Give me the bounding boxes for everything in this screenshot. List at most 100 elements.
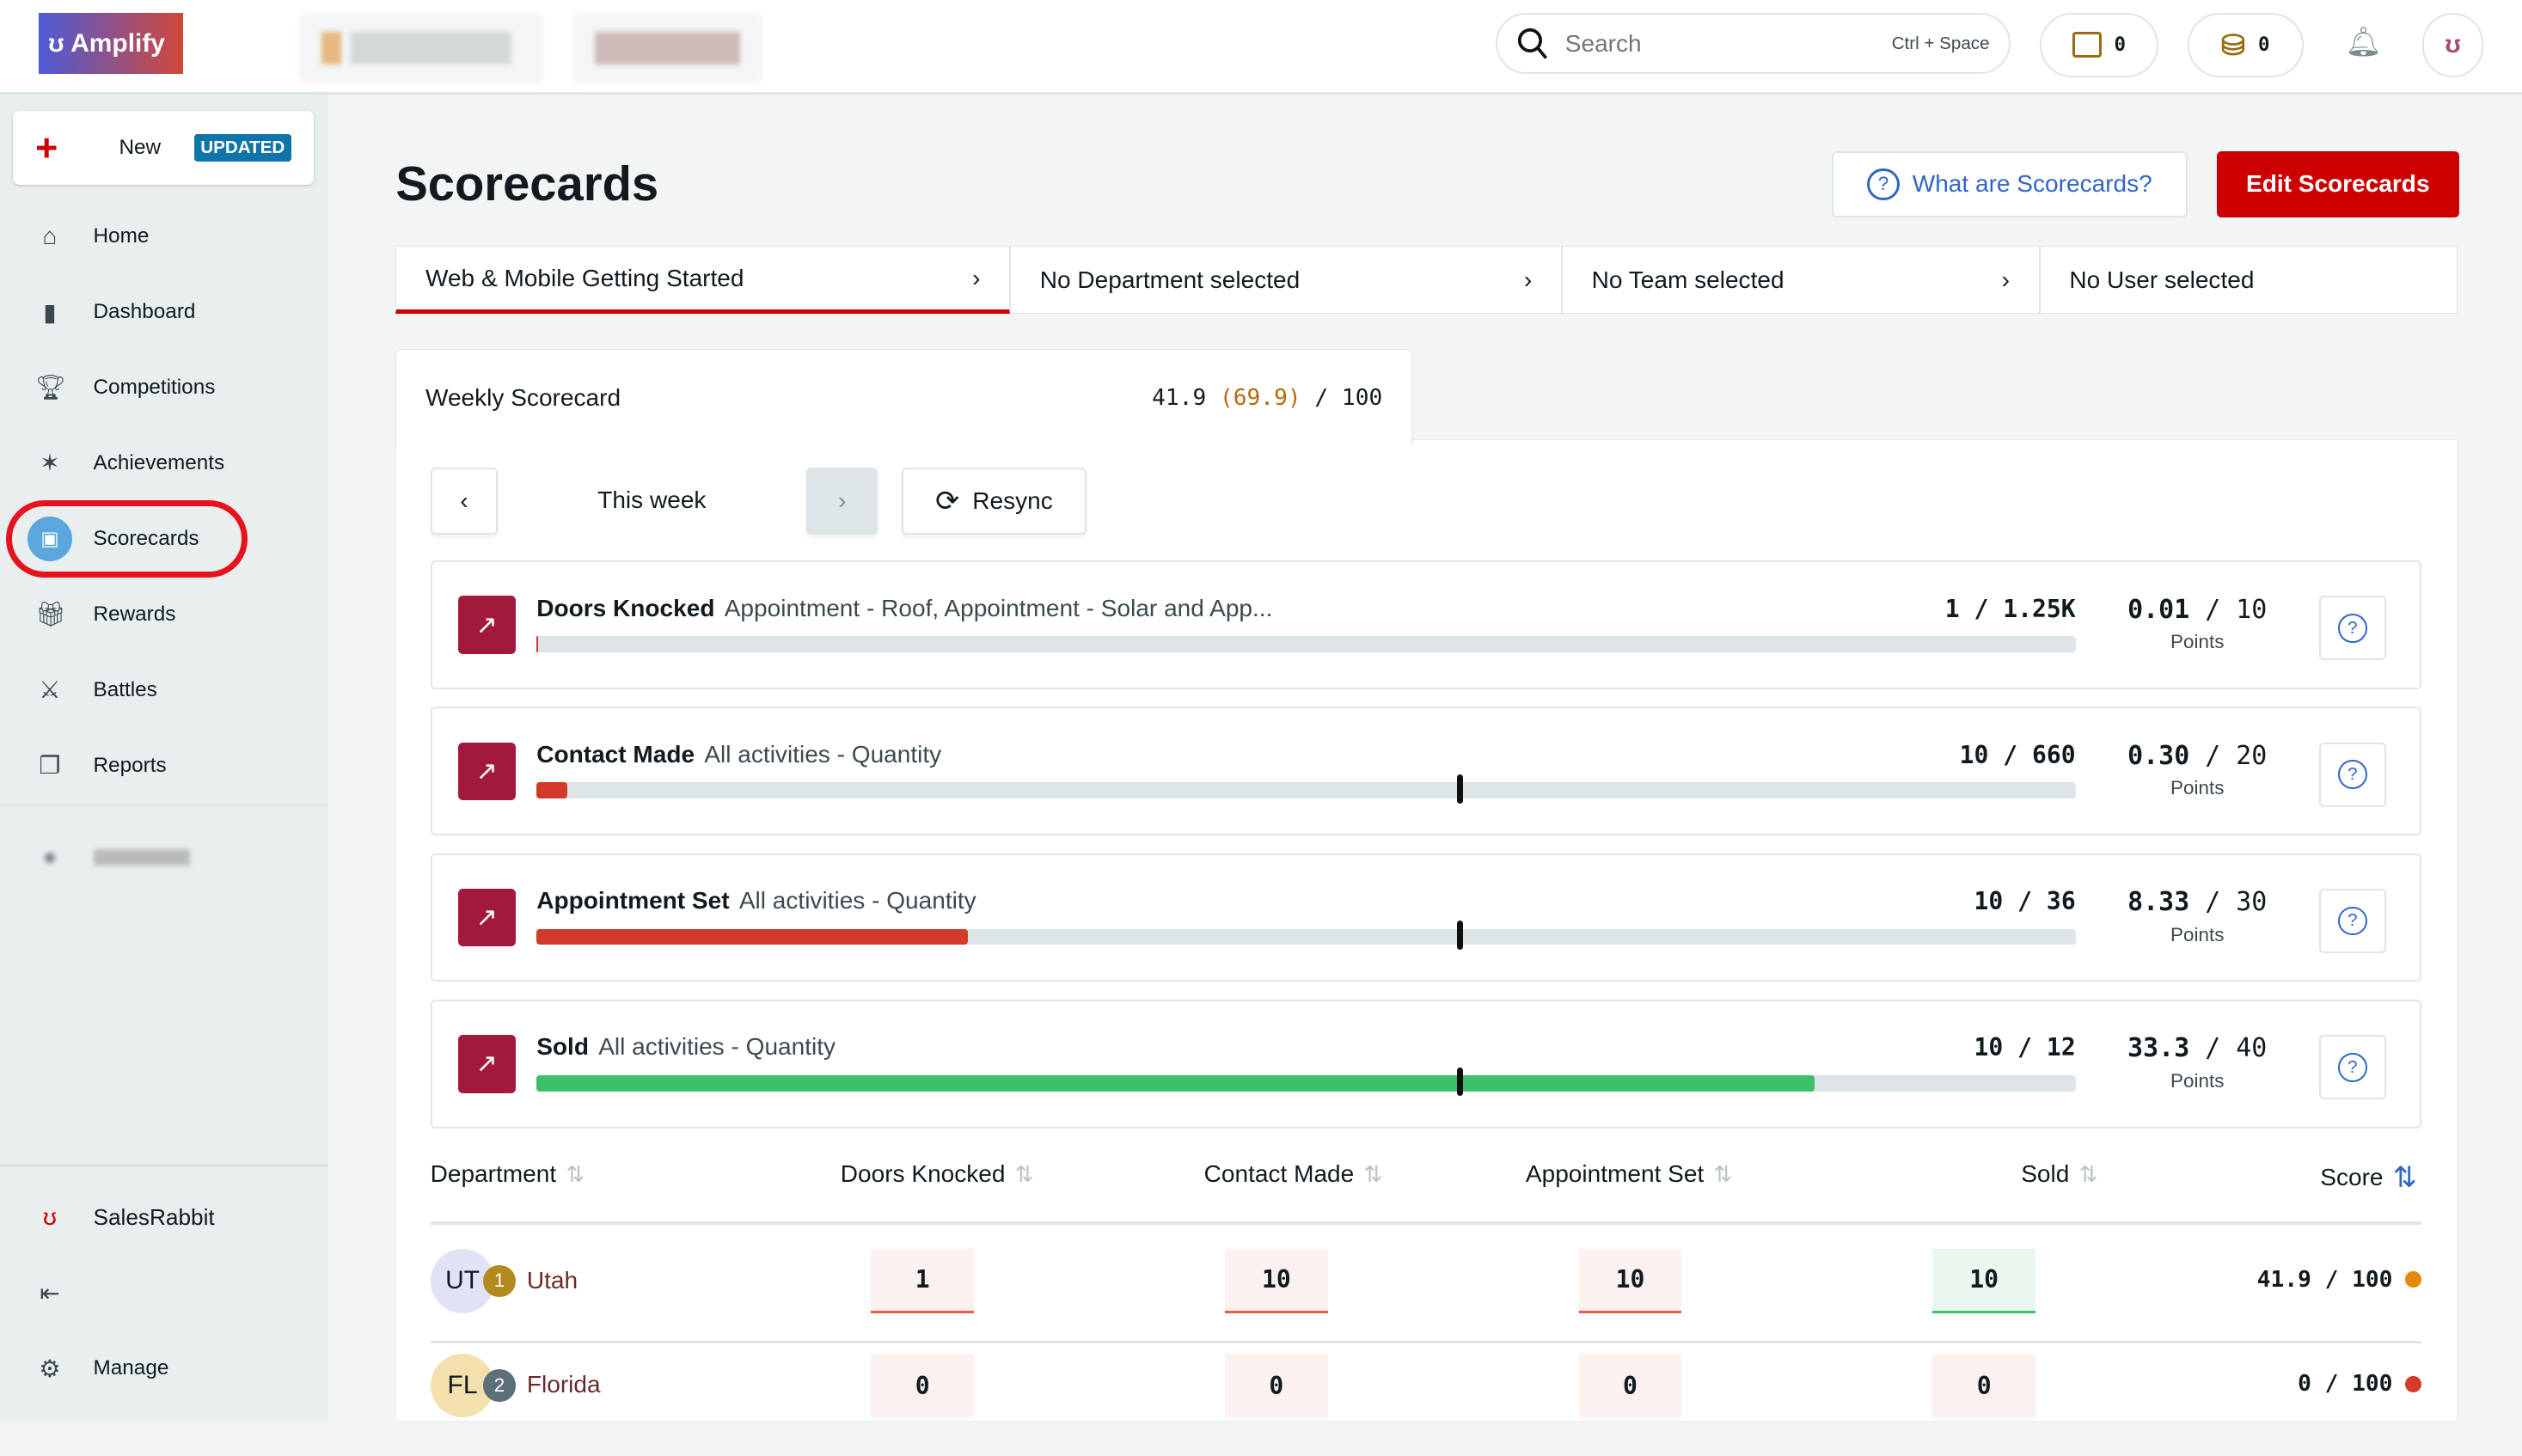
metric-help-button[interactable]: ? xyxy=(2318,742,2387,807)
progress-bar xyxy=(536,921,2076,951)
department-name[interactable]: Utah xyxy=(526,1266,578,1294)
sidebar: + New UPDATED ⌂ Home ▮ Dashboard 🏆︎ Competi… xyxy=(0,95,328,1422)
sidebar-item-dashboard[interactable]: ▮ Dashboard xyxy=(0,280,328,345)
bell-icon[interactable]: 🔔︎ xyxy=(2345,26,2382,58)
trending-up-icon: ↗ xyxy=(457,888,516,947)
status-dot xyxy=(2405,1271,2422,1288)
gear-icon: ⚙︎ xyxy=(39,1355,61,1382)
metric-help-button[interactable]: ? xyxy=(2318,1035,2387,1100)
target-marker xyxy=(1456,921,1464,951)
period-label: This week xyxy=(597,486,707,514)
sidebar-item-achievements[interactable]: ✶ Achievements xyxy=(0,431,328,495)
trophy-icon: 🏆︎ xyxy=(35,374,66,401)
filter-team[interactable]: No Team selected › xyxy=(1561,246,2040,314)
edit-scorecards-button[interactable]: Edit Scorecards xyxy=(2216,150,2460,217)
sort-icon: ⇅ xyxy=(2392,1162,2417,1195)
sidebar-item-home[interactable]: ⌂ Home xyxy=(0,205,328,269)
progress-bar xyxy=(536,636,2076,652)
column-appointment-set[interactable]: Appointment Set ⇅ xyxy=(1525,1160,1733,1188)
divider xyxy=(0,1164,328,1166)
org-switcher[interactable]: ʊ SalesRabbit xyxy=(0,1185,328,1250)
status-dot xyxy=(2405,1375,2422,1392)
table-row[interactable]: FL 2 Florida 0 0 0 0 0 / 100 xyxy=(430,1343,2422,1456)
metric-points: 8.33 / 30 Points xyxy=(2127,887,2268,945)
user-avatar[interactable]: ʊ xyxy=(2422,12,2484,77)
divider xyxy=(0,804,328,806)
collapse-icon: ⇤ xyxy=(40,1279,60,1306)
filter-breadcrumb: Web & Mobile Getting Started › No Departm… xyxy=(395,246,2458,314)
home-icon: ⌂ xyxy=(42,223,58,250)
salesrabbit-logo-icon: ʊ xyxy=(43,1203,57,1231)
blurred-label xyxy=(93,848,190,866)
rank-badge: 2 xyxy=(483,1369,516,1402)
divider xyxy=(430,1340,2422,1344)
sidebar-item-reports[interactable]: ❐ Reports xyxy=(0,733,328,798)
table-row[interactable]: UT 1 Utah 1 10 10 10 41.9 / 100 xyxy=(430,1225,2422,1337)
metric-title: Appointment Set All activities - Quantity xyxy=(536,887,976,915)
sidebar-item-battles[interactable]: ⚔︎ Battles xyxy=(0,658,328,722)
search-box[interactable]: Ctrl + Space xyxy=(1496,12,2011,75)
row-score: 41.9 / 100 xyxy=(2257,1267,2422,1293)
sidebar-item-rewards[interactable]: 🎁︎ Rewards xyxy=(35,601,176,628)
resync-button[interactable]: ⟳ Resync xyxy=(901,467,1087,535)
coins-icon: ⛁ xyxy=(2220,28,2246,62)
progress-fill xyxy=(536,636,538,652)
updated-badge: UPDATED xyxy=(193,134,291,162)
metric-count: 10 / 12 xyxy=(1974,1033,2076,1062)
department-avatar: UT xyxy=(430,1249,495,1313)
column-doors-knocked[interactable]: Doors Knocked ⇅ xyxy=(840,1160,1034,1188)
tab-weekly-scorecard[interactable]: Weekly Scorecard 41.9 (69.9) / 100 xyxy=(395,349,1412,446)
target-marker xyxy=(1456,1067,1464,1097)
table-cell: 0 xyxy=(1224,1353,1328,1418)
metric-help-button[interactable]: ? xyxy=(2318,888,2387,953)
previous-week-button[interactable]: ‹ xyxy=(430,467,499,535)
table-cell: 0 xyxy=(1578,1353,1682,1418)
row-score: 0 / 100 xyxy=(2298,1371,2422,1397)
chevron-right-icon: › xyxy=(2001,266,2010,293)
metric-count: 1 / 1.25K xyxy=(1944,594,2076,623)
metric-help-button[interactable]: ? xyxy=(2318,596,2387,661)
trending-up-icon: ↗ xyxy=(457,1035,516,1093)
metric-points: 33.3 / 40 Points xyxy=(2127,1033,2268,1092)
table-cell: 0 xyxy=(1932,1353,2036,1418)
rank-badge: 1 xyxy=(483,1264,516,1298)
sidebar-item-manage[interactable]: ⚙︎ Manage xyxy=(0,1337,328,1401)
swords-icon: ⚔︎ xyxy=(39,676,61,704)
sidebar-item-competitions[interactable]: 🏆︎ Competitions xyxy=(35,374,216,401)
metric-card: ↗ Appointment Set All activities - Quanti… xyxy=(430,853,2422,982)
progress-fill xyxy=(536,928,968,945)
blurred-icon: ● xyxy=(42,843,58,871)
what-are-scorecards-button[interactable]: ? What are Scorecards? xyxy=(1832,150,2188,217)
target-marker xyxy=(1456,774,1464,804)
progress-bar xyxy=(536,774,2076,804)
table-cell: 0 xyxy=(871,1353,975,1418)
chevron-right-icon: › xyxy=(972,264,981,291)
column-sold[interactable]: Sold ⇅ xyxy=(2021,1160,2098,1188)
metric-points: 0.01 / 10 Points xyxy=(2127,594,2268,653)
filter-department[interactable]: No Department selected › xyxy=(1010,246,1562,314)
column-score[interactable]: Score ⇅ xyxy=(2320,1162,2417,1195)
metric-title: Sold All activities - Quantity xyxy=(536,1033,836,1061)
logo-icon: ʊ xyxy=(48,28,64,58)
wallet-button[interactable]: 0 xyxy=(2039,12,2159,77)
filter-user[interactable]: No User selected xyxy=(2039,246,2458,314)
new-button[interactable]: + New UPDATED xyxy=(12,111,314,186)
metric-title: Contact Made All activities - Quantity xyxy=(536,740,942,768)
plus-icon: + xyxy=(35,125,58,170)
help-circle-icon: ? xyxy=(2337,760,2367,789)
department-name[interactable]: Florida xyxy=(526,1371,601,1398)
blurred-sidebar-item[interactable]: ● xyxy=(0,825,328,890)
column-contact-made[interactable]: Contact Made ⇅ xyxy=(1203,1160,1383,1188)
search-icon xyxy=(1517,28,1547,59)
filter-scorecard[interactable]: Web & Mobile Getting Started › xyxy=(395,246,1011,314)
column-department[interactable]: Department ⇅ xyxy=(430,1160,585,1188)
next-week-button[interactable]: › xyxy=(806,467,878,535)
progress-fill xyxy=(536,782,568,799)
help-circle-icon: ? xyxy=(2337,1052,2367,1082)
coins-button[interactable]: ⛁ 0 xyxy=(2187,12,2304,77)
amplify-logo[interactable]: ʊ Amplify xyxy=(38,12,184,75)
search-input[interactable] xyxy=(1564,29,1876,58)
collapse-sidebar-button[interactable]: ⇤ xyxy=(0,1261,328,1325)
blurred-tab[interactable] xyxy=(299,12,544,84)
blurred-tab[interactable] xyxy=(572,12,762,84)
